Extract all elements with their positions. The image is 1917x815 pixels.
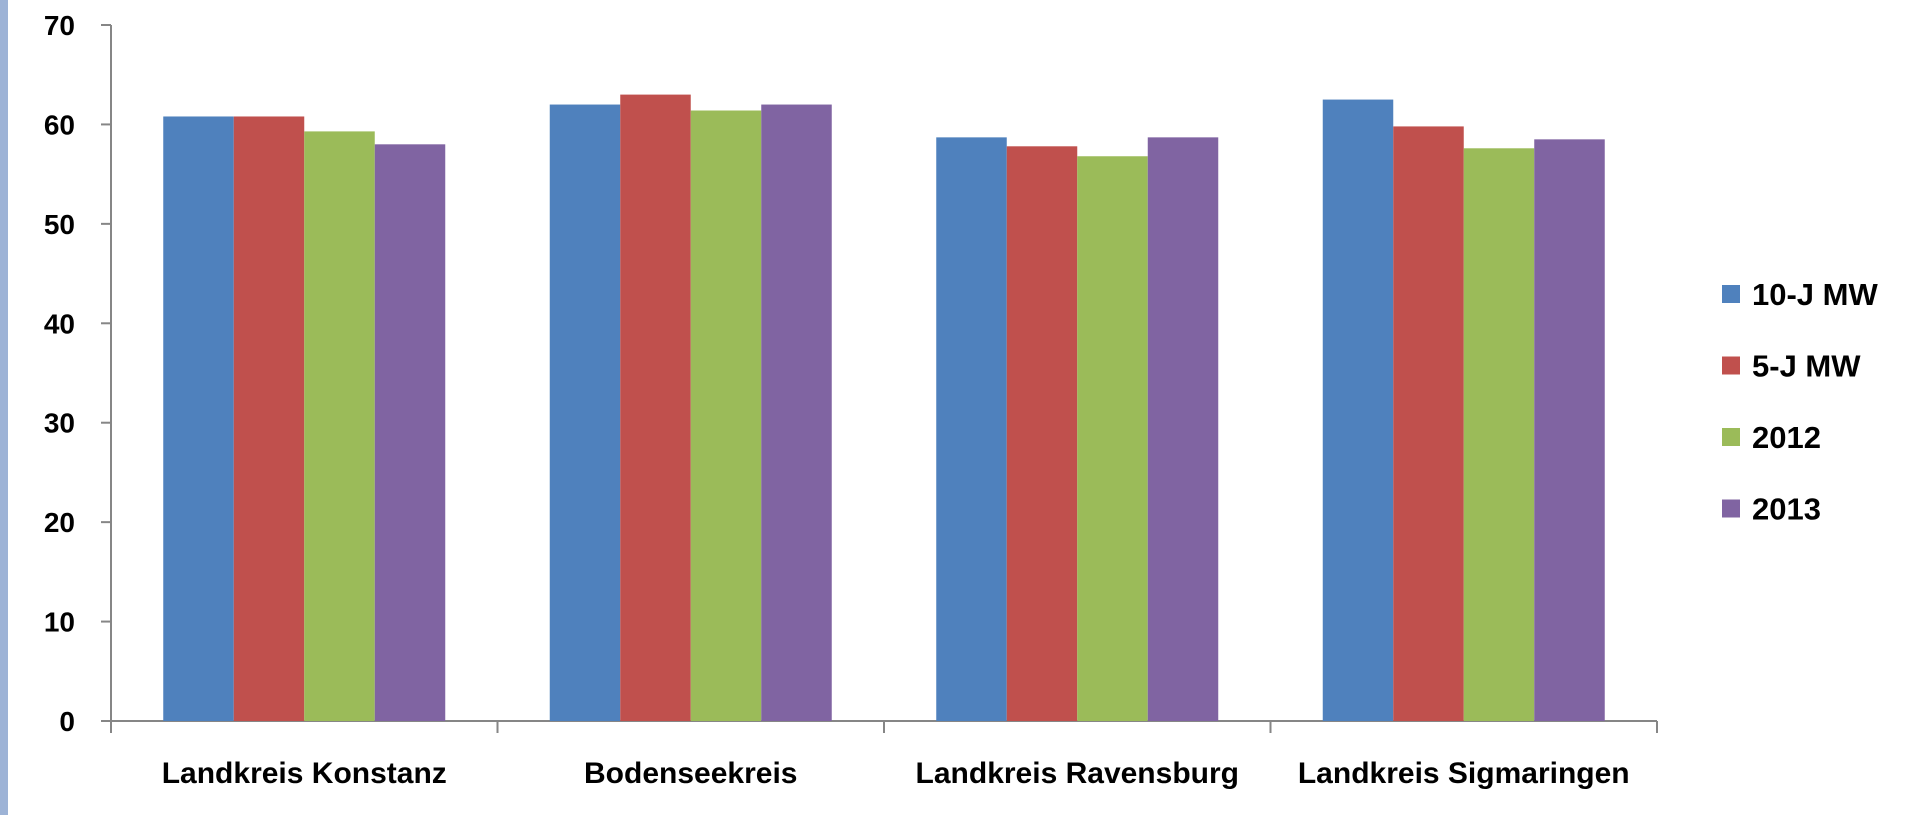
legend-swatch xyxy=(1722,428,1740,446)
legend-swatch xyxy=(1722,356,1740,375)
bars xyxy=(163,94,1605,722)
x-category-label: Landkreis Konstanz xyxy=(162,757,447,790)
bar-5-j-mw-3 xyxy=(1006,146,1078,721)
legend-swatch xyxy=(1722,285,1740,303)
y-tick-label: 0 xyxy=(59,706,75,737)
legend-label: 2013 xyxy=(1752,492,1821,527)
x-axis: Landkreis Konstanz Bodenseekreis Landkreis… xyxy=(110,720,1658,790)
x-category-label: Landkreis Ravensburg xyxy=(916,757,1239,790)
bar-5-j-mw-4 xyxy=(1393,126,1464,722)
x-category-label: Landkreis Sigmaringen xyxy=(1298,757,1630,790)
bar-2013-3 xyxy=(1147,137,1219,722)
y-tick-label: 10 xyxy=(44,607,75,638)
bar-2013-4 xyxy=(1534,139,1605,722)
bar-10-j-mw-4 xyxy=(1322,99,1394,722)
bar-2012-2 xyxy=(690,110,762,722)
bar-10-j-mw-3 xyxy=(936,137,1007,722)
bar-10-j-mw-1 xyxy=(163,116,234,721)
bar-2013-1 xyxy=(374,144,446,722)
y-tick-label: 30 xyxy=(44,408,75,439)
y-tick-label: 40 xyxy=(44,308,75,339)
x-category-label: Bodenseekreis xyxy=(584,757,797,790)
bar-5-j-mw-1 xyxy=(233,116,305,721)
y-tick-label: 60 xyxy=(44,109,75,140)
bar-2012-3 xyxy=(1077,156,1148,721)
bar-2013-2 xyxy=(761,104,832,722)
y-tick-label: 70 xyxy=(44,10,75,41)
legend-label: 5-J MW xyxy=(1752,349,1861,384)
legend-label: 10-J MW xyxy=(1752,277,1878,312)
legend: 10-J MW 5-J MW 2012 2013 xyxy=(1722,277,1878,527)
left-edge-border xyxy=(0,0,8,815)
legend-swatch xyxy=(1722,499,1740,518)
bar-2012-4 xyxy=(1463,148,1535,721)
y-axis: 0 10 20 30 40 50 60 70 xyxy=(44,10,112,737)
y-tick-label: 50 xyxy=(44,209,75,240)
y-tick-label: 20 xyxy=(44,507,75,538)
bar-10-j-mw-2 xyxy=(549,104,621,722)
bar-5-j-mw-2 xyxy=(620,94,691,722)
bar-2012-1 xyxy=(304,131,375,722)
legend-label: 2012 xyxy=(1752,420,1821,455)
